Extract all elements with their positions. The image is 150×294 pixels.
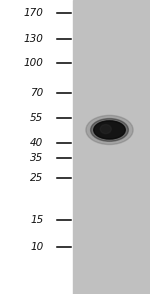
Text: 55: 55 xyxy=(30,113,44,123)
Ellipse shape xyxy=(86,115,133,145)
Text: 40: 40 xyxy=(30,138,44,148)
Text: 15: 15 xyxy=(30,215,44,225)
Text: 170: 170 xyxy=(24,8,44,18)
Ellipse shape xyxy=(91,118,128,141)
Text: 100: 100 xyxy=(24,58,44,68)
Text: 10: 10 xyxy=(30,242,44,252)
Bar xyxy=(73,0,150,294)
Text: 25: 25 xyxy=(30,173,44,183)
Bar xyxy=(0,0,73,294)
Text: 130: 130 xyxy=(24,34,44,44)
Text: 35: 35 xyxy=(30,153,44,163)
Text: 70: 70 xyxy=(30,88,44,98)
Ellipse shape xyxy=(94,121,125,139)
Ellipse shape xyxy=(100,125,111,133)
